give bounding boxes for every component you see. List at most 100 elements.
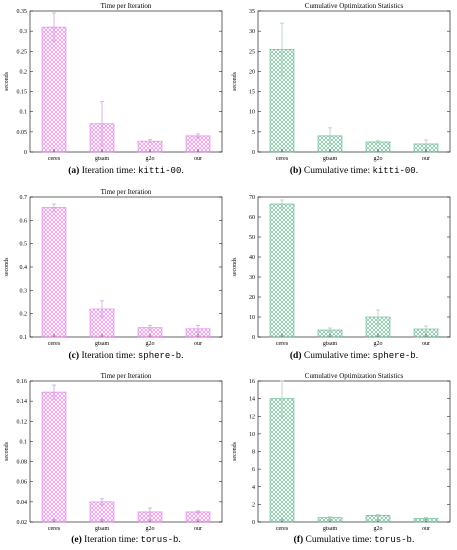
caption-text: Cumulative time: [303, 351, 373, 361]
x-tick-label: ceres [48, 526, 61, 532]
caption-label: (f) [293, 535, 304, 545]
x-tick-label: gtsam [95, 341, 110, 347]
y-tick-label: 25 [249, 49, 255, 55]
x-tick-label: gtsam [323, 156, 338, 162]
y-tick-label: 10 [249, 110, 255, 116]
y-tick-label: 15 [249, 90, 255, 96]
caption-dataset: sphere-b [372, 351, 416, 361]
x-tick-label: g2o [374, 341, 383, 347]
chart-title: Cumulative Optimization Statistics [305, 372, 404, 380]
y-tick-label: 0.35 [17, 9, 28, 15]
y-tick-label: 0.06 [17, 480, 28, 486]
x-tick-label: our [422, 156, 430, 162]
x-tick-label: our [194, 526, 202, 532]
chart-caption: (f) Cumulative time: torus-b. [240, 535, 457, 545]
chart-panel-2: Cumulative Optimization Statistics second… [232, 2, 451, 162]
y-axis-label: seconds [4, 441, 10, 461]
y-tick-label: 0.16 [17, 379, 28, 385]
x-tick-label: ceres [48, 156, 61, 162]
y-tick-label: 16 [249, 379, 255, 385]
y-tick-label: 0.1 [20, 335, 28, 341]
caption-label: (b) [289, 166, 302, 176]
bar-ceres [41, 26, 67, 153]
y-axis-label: seconds [232, 257, 238, 277]
y-tick-label: 0.02 [17, 520, 28, 526]
y-tick-label: 0.15 [17, 90, 28, 96]
x-tick-label: g2o [146, 341, 155, 347]
caption-dataset: torus-b [140, 535, 179, 545]
x-tick-label: ceres [276, 341, 289, 347]
caption-text: Cumulative time: [305, 535, 375, 545]
y-tick-label: 6 [252, 467, 255, 473]
chart-caption: (e) Iteration time: torus-b. [12, 535, 240, 545]
y-tick-label: 0 [252, 335, 255, 341]
y-tick-label: 60 [249, 215, 255, 221]
plot-frame [29, 380, 223, 523]
bar-ceres [41, 391, 67, 523]
y-tick-label: 0 [24, 150, 27, 156]
y-tick-label: 0.08 [17, 460, 28, 466]
caption-end: . [178, 535, 181, 545]
caption-text: Cumulative time: [303, 166, 373, 176]
y-tick-label: 0.3 [20, 29, 28, 35]
y-tick-label: 4 [252, 485, 255, 491]
x-tick-label: our [194, 341, 202, 347]
y-tick-label: 0.2 [20, 312, 28, 318]
caption-text: Iteration time: [81, 351, 138, 361]
y-axis-label: seconds [232, 71, 238, 91]
y-tick-label: 0.6 [20, 218, 28, 224]
caption-text: Iteration time: [84, 535, 141, 545]
chart-caption: (c) Iteration time: sphere-b. [12, 351, 240, 361]
bar-ceres [269, 398, 295, 523]
y-tick-label: 5 [252, 130, 255, 136]
y-tick-label: 10 [249, 315, 255, 321]
y-axis-label: seconds [232, 441, 238, 461]
y-tick-label: 70 [249, 195, 255, 201]
chart-panel-3: Time per Iteration seconds 0.1 0.2 0.3 0.4 0.5… [4, 188, 223, 347]
x-tick-label: gtsam [95, 526, 110, 532]
x-tick-label: ceres [276, 156, 289, 162]
y-tick-label: 35 [249, 9, 255, 15]
x-tick-label: g2o [146, 526, 155, 532]
chart-caption: (b) Cumulative time: kitti-00. [240, 166, 457, 176]
y-tick-label: 0.1 [20, 110, 28, 116]
y-tick-label: 0.04 [17, 500, 28, 506]
chart-panel-1: Time per Iteration seconds 0 0.05 0.1 0.15 0.2… [4, 2, 223, 162]
y-tick-label: 2 [252, 502, 255, 508]
y-tick-label: 50 [249, 235, 255, 241]
y-tick-label: 0.7 [20, 195, 28, 201]
y-tick-label: 0.14 [17, 399, 28, 405]
chart-title: Time per Iteration [101, 2, 152, 10]
chart-caption: (a) Iteration time: kitti-00. [12, 166, 240, 176]
chart-title: Cumulative Optimization Statistics [305, 2, 404, 10]
y-tick-label: 20 [249, 295, 255, 301]
y-tick-label: 12 [249, 414, 255, 420]
x-tick-label: g2o [146, 156, 155, 162]
y-tick-label: 0.05 [17, 130, 28, 136]
y-tick-label: 0.3 [20, 288, 28, 294]
y-tick-label: 40 [249, 255, 255, 261]
caption-dataset: kitti-00 [372, 166, 416, 176]
y-axis-label: seconds [4, 257, 10, 277]
y-tick-label: 14 [249, 397, 255, 403]
bar-ceres [269, 203, 295, 338]
caption-text: Iteration time: [81, 166, 139, 176]
plot-frame [29, 10, 223, 153]
caption-end: . [181, 351, 184, 361]
y-tick-label: 0.1 [20, 439, 28, 445]
y-tick-label: 10 [249, 432, 255, 438]
x-tick-label: g2o [374, 156, 383, 162]
plot-frame [257, 196, 451, 338]
y-tick-label: 0.25 [17, 49, 28, 55]
x-tick-label: gtsam [95, 156, 110, 162]
y-tick-label: 0.12 [17, 419, 28, 425]
caption-dataset: kitti-00 [138, 166, 182, 176]
chart-title: Time per Iteration [101, 188, 152, 196]
caption-label: (e) [71, 535, 82, 545]
y-tick-label: 20 [249, 69, 255, 75]
y-tick-label: 0.4 [20, 265, 28, 271]
bar-ceres [41, 207, 67, 338]
caption-dataset: torus-b [374, 535, 412, 545]
x-tick-label: our [422, 341, 430, 347]
